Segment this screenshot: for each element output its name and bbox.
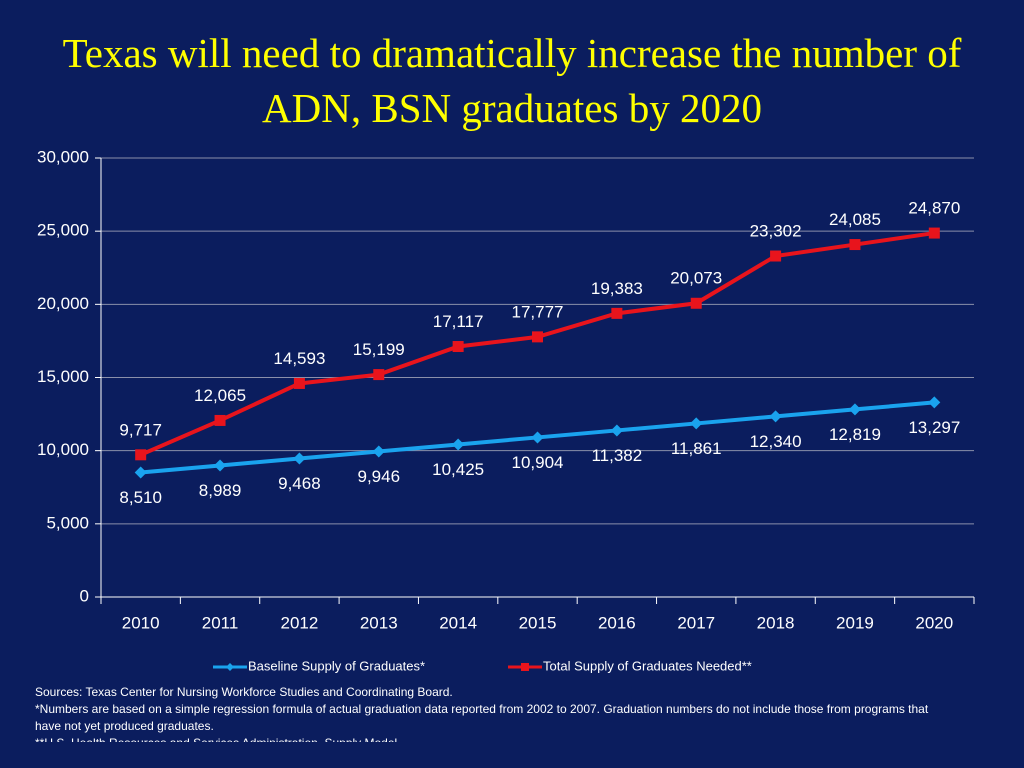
data-label: 19,383	[591, 279, 643, 298]
data-point	[293, 377, 305, 389]
x-tick-label: 2012	[280, 613, 318, 632]
data-label: 12,065	[194, 386, 246, 405]
data-point	[531, 431, 544, 444]
data-label: 15,199	[353, 340, 405, 359]
data-point	[770, 250, 782, 262]
data-label: 11,382	[591, 446, 642, 465]
y-tick-label: 30,000	[37, 147, 89, 166]
data-point	[928, 227, 940, 239]
chart-title: Texas will need to dramatically increase…	[62, 30, 962, 131]
data-point	[214, 414, 226, 426]
source-note: *Numbers are based on a simple regressio…	[35, 702, 929, 733]
x-tick-label: 2020	[915, 613, 953, 632]
data-label: 14,593	[273, 349, 325, 368]
data-label: 13,297	[908, 418, 960, 437]
data-label: 17,777	[512, 302, 564, 321]
data-point	[690, 417, 703, 430]
data-point	[769, 410, 782, 423]
x-tick-label: 2010	[122, 613, 160, 632]
data-label: 24,085	[829, 210, 881, 229]
data-point	[452, 438, 465, 451]
data-point	[135, 449, 147, 461]
data-point	[928, 396, 941, 409]
x-tick-label: 2019	[836, 613, 874, 632]
data-label: 10,425	[432, 460, 484, 479]
data-label: 9,946	[357, 467, 400, 486]
x-tick-label: 2018	[757, 613, 795, 632]
y-tick-label: 15,000	[37, 367, 89, 386]
data-point	[849, 239, 861, 251]
data-label: 12,819	[829, 425, 881, 444]
data-point	[610, 424, 623, 437]
data-point	[134, 466, 147, 479]
y-tick-label: 5,000	[46, 513, 89, 532]
data-point	[532, 331, 543, 343]
data-point	[373, 369, 385, 381]
y-tick-label: 0	[80, 586, 89, 605]
y-tick-label: 25,000	[37, 221, 89, 240]
data-label: 23,302	[750, 221, 802, 240]
source-note: **U.S. Health Resources and Services Adm…	[35, 735, 955, 742]
data-label: 12,340	[750, 432, 802, 451]
data-point	[372, 445, 385, 458]
x-tick-label: 2016	[598, 613, 636, 632]
legend-label: Total Supply of Graduates Needed**	[543, 658, 752, 673]
legend-marker	[521, 663, 529, 671]
data-label: 9,468	[278, 474, 321, 493]
data-label: 8,510	[119, 488, 162, 507]
data-point	[690, 297, 702, 309]
x-tick-label: 2014	[439, 613, 477, 632]
x-tick-label: 2011	[202, 613, 239, 632]
data-label: 10,904	[512, 453, 564, 472]
x-tick-label: 2015	[519, 613, 557, 632]
data-label: 9,717	[119, 420, 162, 439]
sources: Sources: Texas Center for Nursing Workfo…	[35, 684, 955, 742]
data-label: 20,073	[670, 269, 722, 288]
data-label: 24,870	[908, 199, 960, 218]
source-note: Sources: Texas Center for Nursing Workfo…	[35, 685, 453, 699]
data-point	[214, 459, 227, 472]
x-tick-label: 2013	[360, 613, 398, 632]
legend-marker	[226, 663, 234, 671]
y-tick-label: 10,000	[37, 440, 89, 459]
legend-label: Baseline Supply of Graduates*	[248, 658, 425, 673]
data-point	[611, 307, 623, 319]
data-label: 8,989	[199, 481, 242, 500]
y-tick-label: 20,000	[37, 294, 89, 313]
data-point	[293, 452, 306, 465]
data-label: 11,861	[671, 439, 722, 458]
x-tick-label: 2017	[677, 613, 715, 632]
data-point	[848, 403, 861, 416]
data-label: 17,117	[433, 312, 484, 331]
data-point	[452, 341, 464, 353]
series-line	[139, 231, 935, 457]
